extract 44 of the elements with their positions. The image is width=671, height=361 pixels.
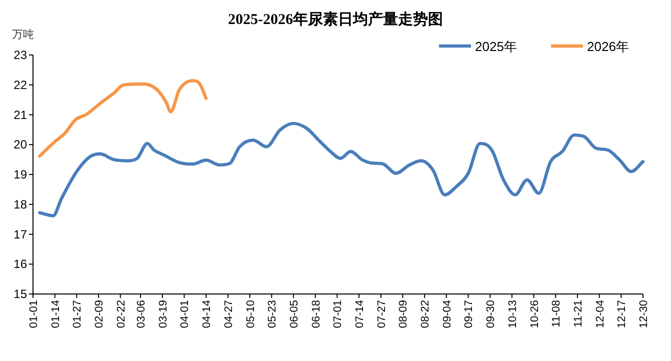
x-tick-label: 10-13	[506, 300, 519, 328]
x-tick-label: 01-27	[72, 300, 84, 328]
x-tick-label: 08-09	[398, 300, 410, 328]
x-tick-label: 01-01	[28, 300, 40, 328]
x-tick-label: 07-01	[332, 300, 344, 328]
x-tick-label: 05-23	[266, 300, 279, 328]
y-tick-label: 16	[14, 257, 28, 272]
line-series	[38, 122, 645, 218]
x-tick-label: 09-30	[485, 300, 498, 328]
x-tick-label: 12-04	[594, 300, 606, 328]
x-tick-label: 11-08	[550, 300, 563, 328]
y-tick-label: 23	[14, 48, 28, 62]
x-tick-label: 02-09	[94, 300, 106, 328]
x-tick-label: 04-01	[179, 300, 192, 328]
legend-label: 2026年	[587, 39, 629, 54]
x-tick-label: 04-27	[222, 300, 235, 328]
y-tick-label: 21	[14, 108, 28, 122]
x-tick-label: 03-06	[136, 300, 148, 328]
x-tick-label: 07-14	[354, 300, 366, 328]
y-tick-label: 22	[14, 78, 28, 92]
x-tick-label: 06-05	[288, 300, 300, 328]
x-tick-label: 01-14	[50, 300, 62, 328]
y-tick-label: 17	[14, 227, 28, 242]
x-tick-label: 08-22	[420, 300, 432, 328]
x-tick-label: 03-19	[157, 300, 170, 328]
chart-title: 2025-2026年尿素日均产量走势图	[228, 11, 443, 28]
x-tick-label: 06-18	[310, 300, 322, 328]
x-tick-label: 09-04	[441, 300, 454, 328]
x-tick-label: 04-14	[201, 300, 214, 328]
x-tick-label: 11-21	[572, 300, 584, 328]
x-tick-label: 10-26	[528, 300, 541, 328]
y-axis-title: 万吨	[12, 28, 34, 41]
x-tick-label: 12-17	[616, 300, 628, 328]
y-tick-label: 18	[14, 197, 28, 212]
y-tick-label: 19	[14, 168, 28, 182]
legend-label: 2025年	[475, 39, 517, 54]
x-tick-label: 02-22	[115, 300, 128, 328]
x-tick-label: 12-30	[638, 300, 650, 328]
x-tick-label: 09-17	[463, 300, 476, 328]
y-tick-label: 20	[14, 138, 28, 152]
x-tick-label: 07-27	[376, 300, 388, 328]
line-series	[38, 79, 208, 158]
y-tick-label: 15	[14, 287, 28, 301]
x-tick-label: 05-10	[244, 300, 257, 328]
